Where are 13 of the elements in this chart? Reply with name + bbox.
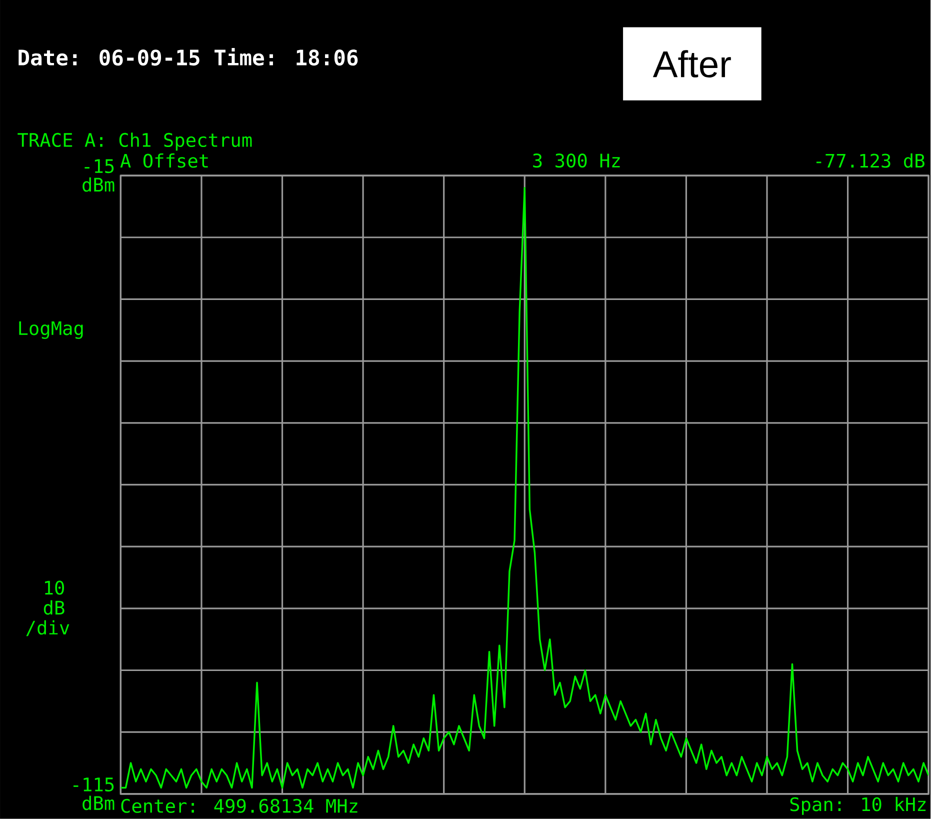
y-axis-title: 10 dB /div xyxy=(26,580,70,636)
text: -77.123 dB xyxy=(816,153,924,168)
chart-title: Date: 06-09-15 Time: 18:06 xyxy=(18,48,358,66)
y-tick-label: -115 dBm xyxy=(74,778,114,810)
text: A Offset xyxy=(120,153,208,168)
text: After xyxy=(652,50,731,78)
text: Center: 499.68134 MHz xyxy=(121,798,358,814)
text: Span: 10 kHz xyxy=(790,796,926,815)
y-tick-label: -15 dBm xyxy=(82,159,114,192)
line-series xyxy=(120,187,929,789)
text: LogMag xyxy=(19,321,83,340)
chart-subtitle: TRACE A: Ch1 Spectrum xyxy=(18,132,252,151)
text: 3 300 Hz xyxy=(533,154,620,168)
